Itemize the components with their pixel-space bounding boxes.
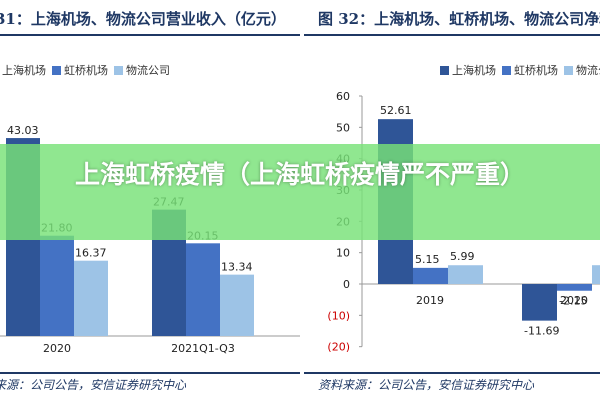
legend-swatch xyxy=(502,66,511,75)
y-tick-label: 0 xyxy=(343,278,350,291)
data-label: 5.15 xyxy=(415,253,440,266)
legend-label: 上海机场 xyxy=(2,63,46,77)
bar-虹桥机场 xyxy=(413,267,448,284)
bar-物流公司 xyxy=(220,274,254,336)
data-label: 13.34 xyxy=(221,261,253,274)
category-label: 2020 xyxy=(560,294,588,307)
category-label: 2019 xyxy=(416,294,444,307)
category-label: 2020 xyxy=(43,342,71,355)
chart-source: 资料来源：公司公告，安信证券研究中心 xyxy=(318,378,535,392)
title-divider xyxy=(0,34,300,36)
y-tick-label: 50 xyxy=(336,121,350,134)
y-tick-label: 10 xyxy=(336,247,350,260)
legend-swatch xyxy=(114,66,123,75)
headline-title: 上海虹桥疫情（上海虹桥疫情严不严重） xyxy=(74,160,525,189)
legend-label: 虹桥机场 xyxy=(514,63,558,77)
y-tick-label: (20) xyxy=(327,341,350,354)
legend-label: 物流公司 xyxy=(126,63,170,77)
chart-source: 资料来源：公司公告，安信证券研究中心 xyxy=(0,378,187,392)
source-divider xyxy=(0,372,300,374)
data-label: 5.99 xyxy=(450,250,475,263)
headline-banner: 上海虹桥疫情（上海虹桥疫情严不严重） xyxy=(0,144,600,240)
legend-swatch xyxy=(564,66,573,75)
bar-虹桥机场 xyxy=(557,284,592,291)
bar-物流公司 xyxy=(448,265,483,284)
chart-title: 图 32：上海机场、虹桥机场、物流公司净利润 xyxy=(318,10,600,28)
legend-label: 物流公司 xyxy=(576,63,600,77)
data-label: 16.37 xyxy=(75,247,107,260)
category-label: 2021Q1-Q3 xyxy=(171,342,235,355)
data-label: -2.15 xyxy=(559,295,587,308)
bar-物流公司 xyxy=(592,265,600,284)
bar-虹桥机场 xyxy=(186,243,220,336)
legend-swatch xyxy=(440,66,449,75)
title-divider xyxy=(304,34,600,36)
chart-title: 图31：上海机场、物流公司营业收入（亿元） xyxy=(0,10,286,28)
data-label: 43.03 xyxy=(7,124,39,137)
bar-虹桥机场 xyxy=(40,235,74,336)
legend-swatch xyxy=(52,66,61,75)
source-divider xyxy=(304,372,600,374)
bar-物流公司 xyxy=(74,260,108,336)
y-tick-label: 60 xyxy=(336,90,350,103)
data-label: 52.61 xyxy=(380,104,412,117)
data-label: -11.69 xyxy=(524,325,559,338)
legend-label: 虹桥机场 xyxy=(64,63,108,77)
legend-label: 上海机场 xyxy=(452,63,496,77)
y-tick-label: (10) xyxy=(327,309,350,322)
bar-上海机场 xyxy=(522,284,557,321)
